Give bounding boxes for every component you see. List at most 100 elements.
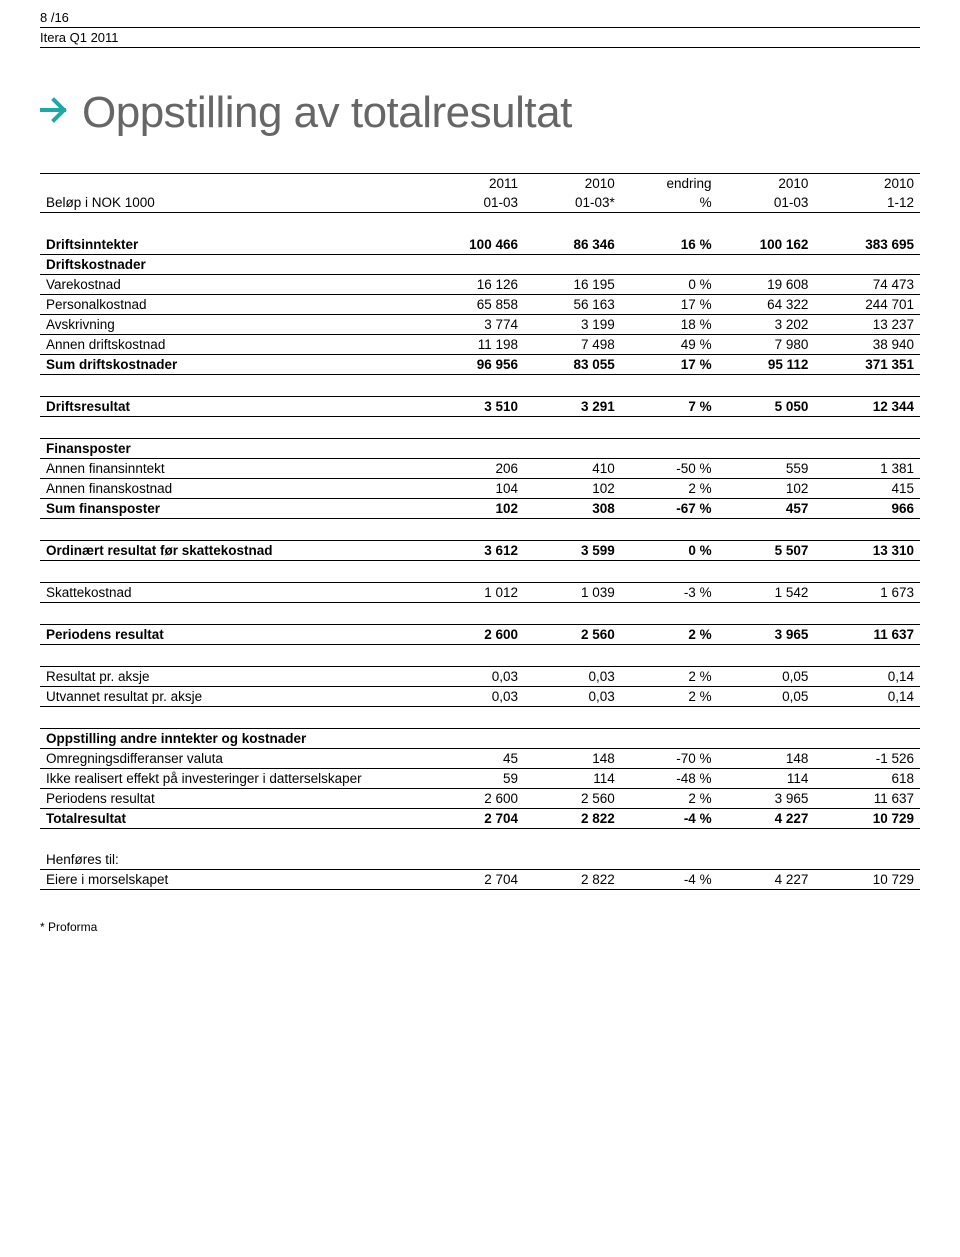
row-value <box>718 560 815 582</box>
row-value: -1 526 <box>814 748 920 768</box>
row-value: 4 227 <box>718 808 815 828</box>
row-value <box>427 254 524 274</box>
row-value <box>524 254 621 274</box>
row-value: -4 % <box>621 808 718 828</box>
row-label: Beløp i NOK 1000 <box>40 193 427 213</box>
row-label: Annen finanskostnad <box>40 478 427 498</box>
row-label <box>40 174 427 194</box>
row-value: 2 704 <box>427 808 524 828</box>
row-value <box>524 416 621 438</box>
row-value <box>814 374 920 396</box>
row-value: 7 980 <box>718 334 815 354</box>
row-value: 17 % <box>621 294 718 314</box>
row-value <box>814 518 920 540</box>
row-value: 2 600 <box>427 788 524 808</box>
row-value <box>621 602 718 624</box>
row-value: 3 202 <box>718 314 815 334</box>
row-value <box>621 254 718 274</box>
row-value: 5 050 <box>718 396 815 416</box>
row-value <box>524 602 621 624</box>
row-label: Annen finansinntekt <box>40 458 427 478</box>
row-value: 3 291 <box>524 396 621 416</box>
row-value <box>524 850 621 870</box>
row-value: 12 344 <box>814 396 920 416</box>
row-value: 19 608 <box>718 274 815 294</box>
row-label: Driftskostnader <box>40 254 427 274</box>
row-label: Sum finansposter <box>40 498 427 518</box>
row-value <box>621 518 718 540</box>
row-value: 65 858 <box>427 294 524 314</box>
row-label: Periodens resultat <box>40 624 427 644</box>
row-label: Finansposter <box>40 438 427 458</box>
row-value: 01-03* <box>524 193 621 213</box>
row-value: 415 <box>814 478 920 498</box>
row-label: Personalkostnad <box>40 294 427 314</box>
row-value: 01-03 <box>427 193 524 213</box>
row-value <box>814 706 920 728</box>
row-value: 7 498 <box>524 334 621 354</box>
row-value: 11 637 <box>814 788 920 808</box>
row-value <box>427 416 524 438</box>
row-label: Varekostnad <box>40 274 427 294</box>
row-value: 11 637 <box>814 624 920 644</box>
row-value: 2 % <box>621 686 718 706</box>
row-label: Driftsinntekter <box>40 235 427 255</box>
row-value: 1 673 <box>814 582 920 602</box>
row-value <box>718 416 815 438</box>
row-value: 2 822 <box>524 808 621 828</box>
row-value: 2 % <box>621 788 718 808</box>
row-label: Oppstilling andre inntekter og kostnader <box>40 728 427 748</box>
row-value <box>524 644 621 666</box>
row-value: -48 % <box>621 768 718 788</box>
row-value: 148 <box>718 748 815 768</box>
row-value: 2 822 <box>524 870 621 890</box>
row-value: 13 237 <box>814 314 920 334</box>
row-value: 100 466 <box>427 235 524 255</box>
row-value: 2 600 <box>427 624 524 644</box>
row-value: 3 199 <box>524 314 621 334</box>
row-label: Eiere i morselskapet <box>40 870 427 890</box>
row-value <box>427 518 524 540</box>
row-value <box>427 438 524 458</box>
row-value: 0,14 <box>814 686 920 706</box>
row-value <box>621 416 718 438</box>
row-value <box>621 374 718 396</box>
row-value: 618 <box>814 768 920 788</box>
row-value: 1 012 <box>427 582 524 602</box>
row-value: 18 % <box>621 314 718 334</box>
row-value: 01-03 <box>718 193 815 213</box>
row-value: 16 126 <box>427 274 524 294</box>
row-value <box>621 850 718 870</box>
row-value: 96 956 <box>427 354 524 374</box>
row-value <box>814 828 920 850</box>
row-value: -67 % <box>621 498 718 518</box>
row-label <box>40 416 427 438</box>
row-value: 2011 <box>427 174 524 194</box>
row-value <box>524 374 621 396</box>
row-value: % <box>621 193 718 213</box>
row-value: 0,05 <box>718 686 815 706</box>
row-value <box>524 560 621 582</box>
row-value <box>621 644 718 666</box>
row-value <box>814 416 920 438</box>
row-label: Annen driftskostnad <box>40 334 427 354</box>
financial-table: 20112010endring20102010Beløp i NOK 10000… <box>40 173 920 890</box>
row-value <box>524 518 621 540</box>
row-value: 59 <box>427 768 524 788</box>
row-value <box>427 213 524 235</box>
row-value <box>427 706 524 728</box>
row-value: 95 112 <box>718 354 815 374</box>
row-value: 2 704 <box>427 870 524 890</box>
row-value: 16 195 <box>524 274 621 294</box>
row-value: 102 <box>427 498 524 518</box>
row-label: Omregningsdifferanser valuta <box>40 748 427 768</box>
row-value <box>718 850 815 870</box>
row-value: -3 % <box>621 582 718 602</box>
arrow-right-icon <box>40 95 70 131</box>
row-label: Totalresultat <box>40 808 427 828</box>
row-value: 2010 <box>718 174 815 194</box>
row-value: 966 <box>814 498 920 518</box>
row-value: 410 <box>524 458 621 478</box>
row-value <box>814 602 920 624</box>
row-value: 2 % <box>621 666 718 686</box>
